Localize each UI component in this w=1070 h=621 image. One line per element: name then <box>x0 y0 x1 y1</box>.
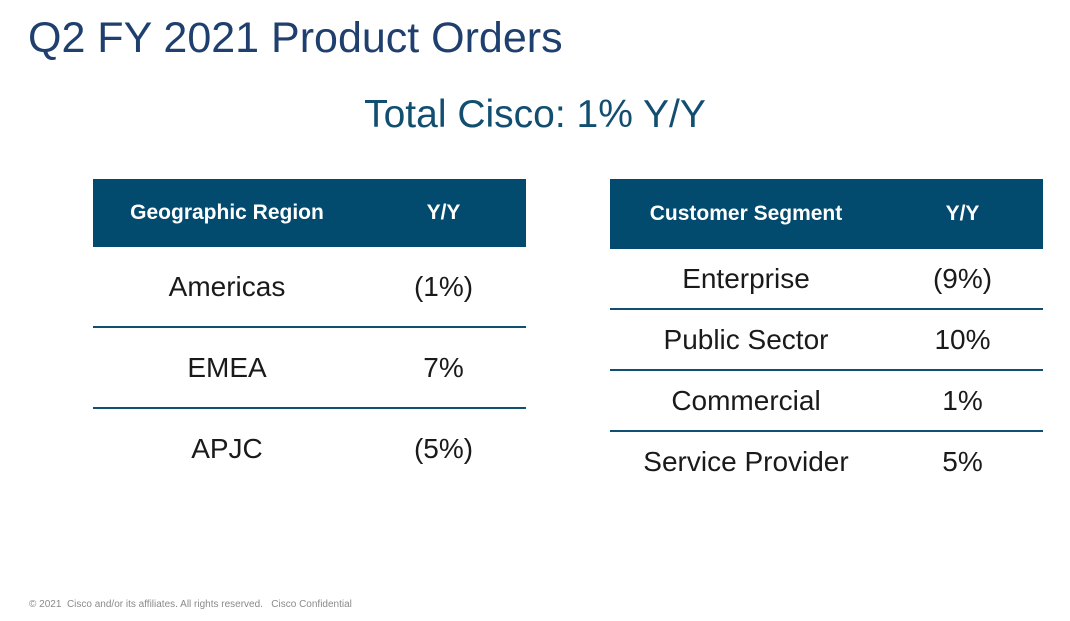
slide-title: Q2 FY 2021 Product Orders <box>28 14 563 62</box>
column-header-customer-segment: Customer Segment <box>610 179 882 249</box>
segment-yy-value: 1% <box>882 369 1043 431</box>
table-row: Enterprise (9%) <box>610 249 1043 309</box>
segment-label: Commercial <box>610 369 882 431</box>
table-row: Public Sector 10% <box>610 308 1043 370</box>
table-row: EMEA 7% <box>93 326 526 408</box>
table-row: Commercial 1% <box>610 369 1043 431</box>
table-row: Americas (1%) <box>93 247 526 327</box>
segment-yy-value: 5% <box>882 430 1043 491</box>
region-yy-value: 7% <box>361 326 526 408</box>
table-header-row: Geographic Region Y/Y <box>93 179 526 247</box>
customer-segment-table: Customer Segment Y/Y Enterprise (9%) Pub… <box>610 179 1043 491</box>
segment-yy-value: 10% <box>882 308 1043 370</box>
segment-label: Service Provider <box>610 430 882 491</box>
slide-subtitle: Total Cisco: 1% Y/Y <box>364 93 706 136</box>
table-header-row: Customer Segment Y/Y <box>610 179 1043 249</box>
geographic-region-table: Geographic Region Y/Y Americas (1%) EMEA… <box>93 179 526 488</box>
column-header-geographic-region: Geographic Region <box>93 179 361 247</box>
table-row: APJC (5%) <box>93 407 526 488</box>
region-label: EMEA <box>93 326 361 408</box>
segment-label: Enterprise <box>682 262 810 294</box>
region-yy-value: (5%) <box>361 407 526 488</box>
column-header-yy: Y/Y <box>361 179 526 247</box>
region-yy-value: (1%) <box>413 270 474 302</box>
region-label: APJC <box>93 407 361 488</box>
table-row: Service Provider 5% <box>610 430 1043 491</box>
column-header-yy: Y/Y <box>882 179 1043 249</box>
segment-label: Public Sector <box>610 308 882 370</box>
segment-yy-value: (9%) <box>932 262 993 294</box>
region-label: Americas <box>168 270 286 302</box>
copyright-footer: © 2021 Cisco and/or its affiliates. All … <box>29 599 352 610</box>
